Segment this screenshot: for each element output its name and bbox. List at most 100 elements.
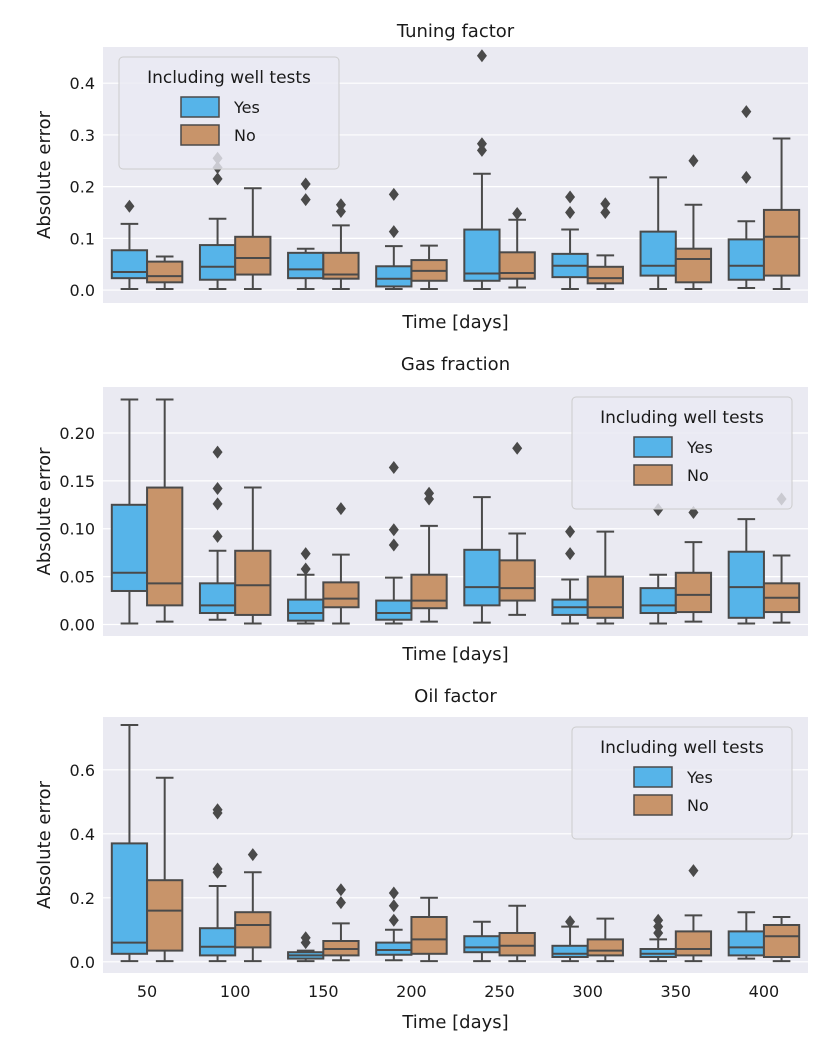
outlier-marker — [424, 486, 435, 500]
box-iqr — [674, 571, 713, 614]
outlier-marker — [476, 143, 487, 157]
box-50-yes — [110, 199, 149, 291]
box-iqr — [375, 265, 413, 288]
box-200-no — [410, 896, 448, 963]
y-axis-label: Absolute error — [34, 447, 55, 576]
legend-box — [118, 56, 340, 170]
box-300-no — [586, 530, 624, 625]
x-axis-label: Time [days] — [401, 644, 508, 665]
box-50-no — [146, 776, 184, 963]
y-tick-label: 0.15 — [59, 472, 95, 491]
y-axis-label: Absolute error — [34, 110, 55, 239]
y-tick-label: 0.2 — [70, 178, 95, 197]
y-tick-label: 0.0 — [70, 281, 95, 300]
outlier-marker — [388, 225, 399, 239]
x-tick-label: 200 — [396, 982, 427, 1001]
box-iqr — [322, 581, 360, 609]
outlier-marker — [247, 848, 258, 862]
outlier-marker — [335, 883, 346, 897]
box-400-yes — [727, 518, 765, 625]
y-tick-label: 0.00 — [59, 616, 95, 635]
box-350-no — [674, 505, 713, 623]
y-tick-label: 0.4 — [70, 825, 95, 844]
outlier-marker — [300, 547, 311, 561]
box-iqr — [110, 249, 149, 280]
outlier-marker — [212, 172, 223, 186]
box-iqr — [639, 230, 677, 277]
box-250-no — [498, 207, 536, 289]
box-iqr — [234, 235, 272, 276]
box-iqr — [198, 582, 237, 615]
legend-label-no: No — [687, 796, 709, 815]
x-tick-label: 350 — [661, 982, 692, 1001]
box-iqr — [727, 238, 765, 281]
box-150-no — [322, 198, 360, 291]
outlier-marker — [335, 204, 346, 218]
box-50-no — [146, 398, 184, 623]
box-50-no — [146, 255, 184, 291]
outlier-marker — [688, 154, 699, 168]
y-tick-label: 0.20 — [59, 424, 95, 443]
legend-title: Including well tests — [147, 68, 311, 88]
box-350-no — [674, 154, 713, 291]
box-400-no — [762, 137, 801, 291]
box-50-yes — [110, 398, 149, 625]
box-iqr — [586, 265, 624, 285]
box-iqr — [762, 924, 801, 958]
series-yes — [110, 724, 765, 963]
x-axis-label: Time [days] — [401, 1012, 508, 1033]
legend-box — [571, 396, 793, 510]
legend-swatch-yes — [633, 766, 673, 788]
box-iqr — [498, 559, 536, 602]
box-iqr — [498, 251, 536, 280]
legend-label-yes: Yes — [686, 438, 713, 457]
box-400-no — [762, 916, 801, 963]
legend-label-no: No — [234, 126, 256, 145]
outlier-marker — [565, 205, 576, 219]
y-tick-label: 0.2 — [70, 889, 95, 908]
outlier-marker — [300, 562, 311, 576]
box-200-yes — [375, 460, 413, 625]
x-tick-label: 250 — [484, 982, 515, 1001]
outlier-marker — [335, 502, 346, 516]
outlier-marker — [300, 193, 311, 207]
series-yes — [110, 398, 765, 625]
legend-title: Including well tests — [600, 408, 764, 428]
box-iqr — [110, 503, 149, 592]
outlier-marker — [600, 197, 611, 211]
outlier-marker — [565, 915, 576, 929]
legend-box — [571, 726, 793, 840]
legend-swatch-yes — [633, 436, 673, 458]
box-iqr — [146, 879, 184, 952]
outlier-marker — [388, 460, 399, 474]
box-iqr — [762, 208, 801, 277]
y-tick-label: 0.10 — [59, 520, 95, 539]
legend-label-no: No — [687, 466, 709, 485]
box-iqr — [198, 927, 237, 957]
box-iqr — [375, 599, 413, 621]
box-iqr — [551, 944, 589, 958]
y-tick-label: 0.6 — [70, 761, 95, 780]
box-iqr — [410, 573, 448, 610]
chart-panel-2: 0.00 0.05 0.10 0.15 0.20 Gas fraction Time [da… — [34, 354, 808, 665]
outlier-marker — [688, 864, 699, 878]
legend-title: Including well tests — [600, 738, 764, 758]
outlier-marker — [600, 205, 611, 219]
legend-label-yes: Yes — [233, 98, 260, 117]
outlier-marker — [388, 913, 399, 927]
legend: Including well tests Yes No — [118, 56, 340, 170]
box-400-no — [762, 492, 801, 624]
outlier-marker — [388, 187, 399, 201]
box-iqr — [727, 550, 765, 619]
series-no — [146, 776, 801, 963]
outlier-marker — [300, 931, 311, 945]
box-iqr — [287, 251, 325, 280]
box-300-yes — [551, 525, 589, 625]
legend-swatch-yes — [180, 96, 220, 118]
box-iqr — [410, 916, 448, 955]
box-150-no — [322, 502, 360, 625]
box-200-no — [410, 486, 448, 623]
chart-panel-3: 0.0 0.2 0.4 0.6 Oil factor Time [days] Absolut… — [34, 686, 808, 1033]
y-tick-label: 0.3 — [70, 126, 95, 145]
box-300-no — [586, 197, 624, 291]
